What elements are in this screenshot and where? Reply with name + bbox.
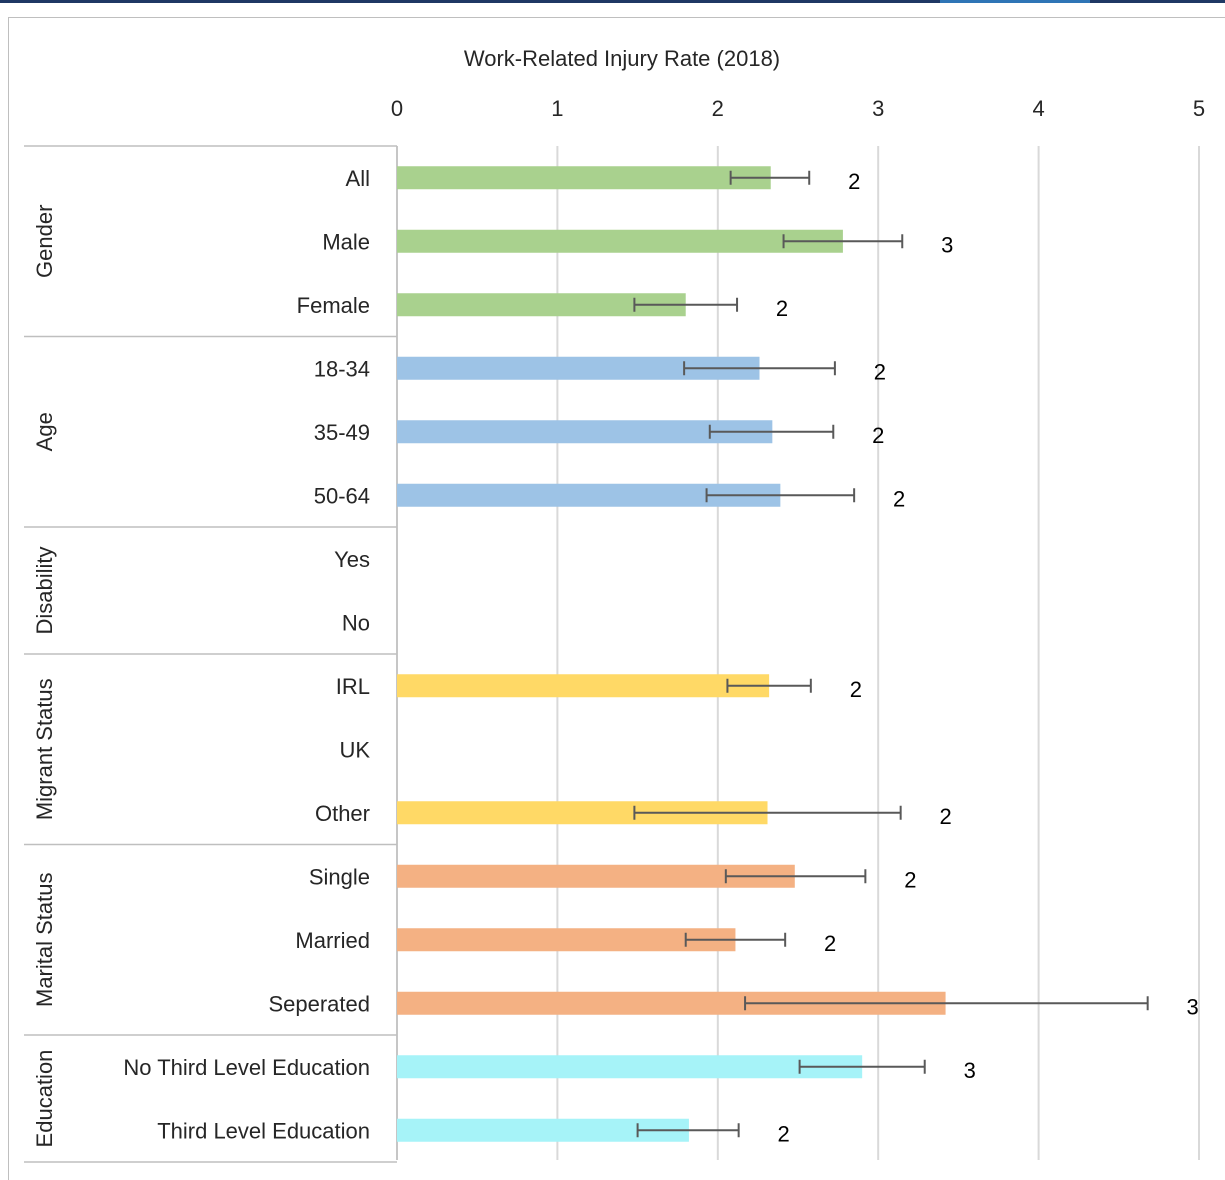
- bar: [397, 356, 760, 380]
- data-label: 2: [893, 486, 905, 511]
- data-label: 2: [848, 169, 860, 194]
- category-label: Third Level Education: [157, 1118, 370, 1143]
- group-label: Gender: [32, 205, 57, 278]
- group-label: Migrant Status: [32, 678, 57, 820]
- category-label: Single: [309, 864, 370, 889]
- bar: [397, 293, 686, 317]
- bar: [397, 1055, 863, 1079]
- x-tick-label: 5: [1193, 96, 1205, 121]
- data-label: 2: [874, 359, 886, 384]
- category-label: 35-49: [314, 420, 370, 445]
- x-tick-label: 4: [1032, 96, 1044, 121]
- bar: [397, 166, 771, 190]
- bar: [397, 420, 773, 444]
- category-label: UK: [339, 737, 370, 762]
- data-label: 2: [904, 867, 916, 892]
- data-label: 2: [940, 804, 952, 829]
- category-label: Married: [295, 928, 370, 953]
- category-label: 50-64: [314, 483, 370, 508]
- data-label: 2: [778, 1121, 790, 1146]
- group-label: Age: [32, 412, 57, 451]
- bar: [397, 864, 795, 888]
- data-label: 2: [872, 423, 884, 448]
- data-label: 2: [850, 677, 862, 702]
- chart-title: Work-Related Injury Rate (2018): [464, 46, 780, 71]
- category-label: No Third Level Education: [123, 1055, 370, 1080]
- category-label: Yes: [334, 547, 370, 572]
- group-label: Disability: [32, 546, 57, 634]
- top-accent: [940, 0, 1090, 3]
- data-label: 3: [964, 1058, 976, 1083]
- category-label: 18-34: [314, 356, 370, 381]
- data-label: 2: [776, 296, 788, 321]
- bar: [397, 674, 770, 698]
- bar: [397, 928, 736, 952]
- data-label: 2: [824, 931, 836, 956]
- bar: [397, 483, 781, 507]
- bar: [397, 991, 946, 1015]
- bar: [397, 1118, 689, 1142]
- x-tick-label: 3: [872, 96, 884, 121]
- category-label: Seperated: [268, 991, 370, 1016]
- category-label: No: [342, 610, 370, 635]
- data-label: 3: [941, 232, 953, 257]
- data-label: 3: [1187, 994, 1199, 1019]
- category-label: Other: [315, 801, 370, 826]
- x-tick-label: 2: [712, 96, 724, 121]
- group-label: Marital Status: [32, 873, 57, 1008]
- top-rule: [0, 0, 1225, 3]
- x-tick-label: 1: [551, 96, 563, 121]
- x-tick-label: 0: [391, 96, 403, 121]
- category-label: IRL: [336, 674, 370, 699]
- category-label: Female: [297, 293, 370, 318]
- chart-frame: [8, 17, 1225, 1180]
- bar: [397, 229, 843, 253]
- group-label: Education: [32, 1050, 57, 1148]
- bar: [397, 801, 768, 825]
- category-label: All: [346, 166, 370, 191]
- category-label: Male: [322, 229, 370, 254]
